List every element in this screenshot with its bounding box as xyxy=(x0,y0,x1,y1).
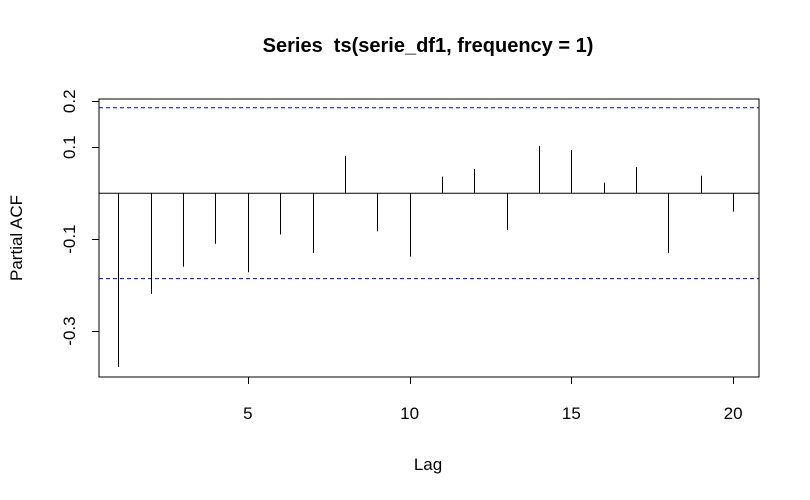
chart-title: Series ts(serie_df1, frequency = 1) xyxy=(263,35,594,57)
x-axis-label: Lag xyxy=(414,455,442,474)
y-axis-label: Partial ACF xyxy=(7,195,26,281)
y-tick-label: 0.1 xyxy=(60,135,79,159)
y-tick-label: -0.3 xyxy=(60,316,79,345)
y-axis: -0.3 -0.1 0.1 0.2 xyxy=(60,89,99,346)
x-axis: 5 10 15 20 xyxy=(243,377,743,423)
plot-frame xyxy=(98,98,760,378)
pacf-spikes xyxy=(118,145,734,367)
x-tick-label: 15 xyxy=(562,404,581,423)
y-tick-label: 0.2 xyxy=(60,89,79,113)
x-tick-label: 5 xyxy=(243,404,252,423)
x-tick-label: 10 xyxy=(400,404,419,423)
y-tick-label: -0.1 xyxy=(60,225,79,254)
x-tick-label: 20 xyxy=(724,404,743,423)
